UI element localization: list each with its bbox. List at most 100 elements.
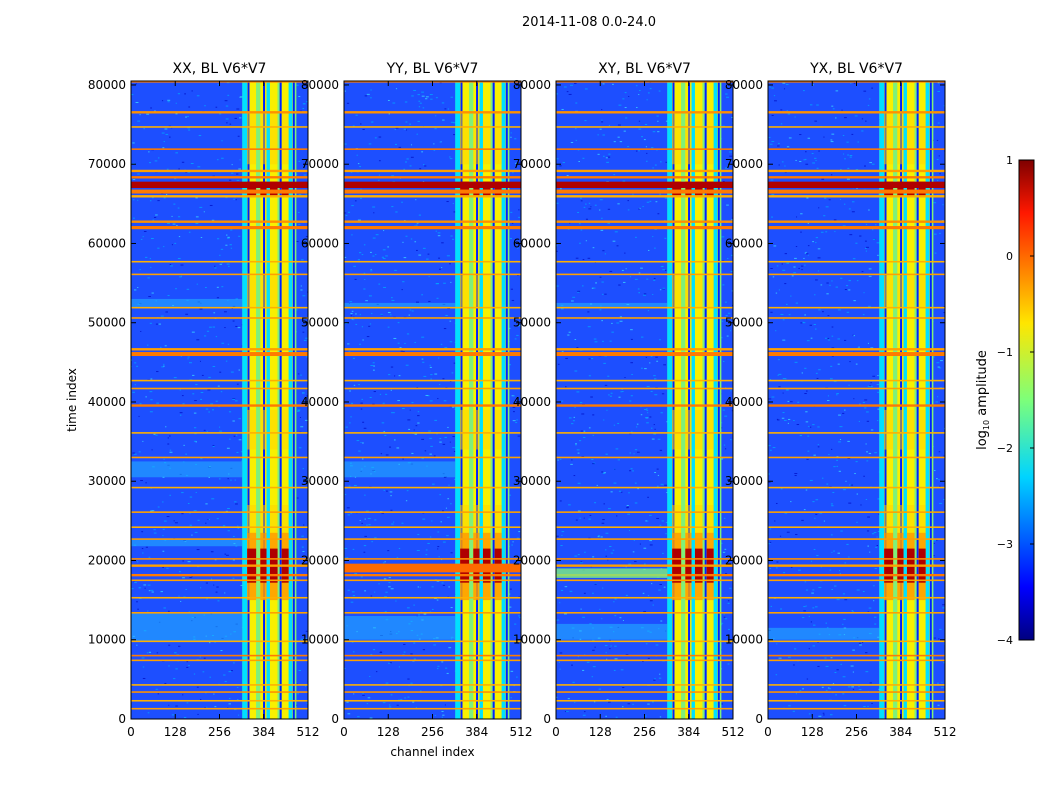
time-stripe xyxy=(556,612,733,614)
noise-pixel xyxy=(445,507,447,509)
noise-pixel xyxy=(226,82,230,84)
noise-pixel xyxy=(358,384,360,386)
noise-pixel xyxy=(571,664,573,666)
noise-pixel xyxy=(724,548,727,550)
noise-pixel xyxy=(768,136,771,138)
noise-pixel xyxy=(141,657,145,659)
noise-pixel xyxy=(601,522,605,524)
noise-pixel xyxy=(363,545,367,547)
noise-pixel xyxy=(815,372,818,374)
noise-pixel xyxy=(851,211,855,213)
time-stripe xyxy=(344,596,521,599)
noise-pixel xyxy=(635,150,638,152)
noise-pixel xyxy=(151,292,154,294)
noise-pixel xyxy=(178,595,180,597)
noise-pixel xyxy=(517,274,519,276)
noise-pixel xyxy=(643,547,647,549)
noise-pixel xyxy=(645,416,648,418)
channel-gap xyxy=(717,81,720,719)
noise-pixel xyxy=(784,165,786,167)
noise-pixel xyxy=(153,532,157,534)
band-burst xyxy=(685,112,692,165)
noise-pixel xyxy=(773,245,777,247)
noise-pixel xyxy=(225,244,228,246)
y-tick-label: 30000 xyxy=(725,474,763,488)
noise-pixel xyxy=(365,510,369,512)
noise-pixel xyxy=(815,237,819,239)
time-stripe xyxy=(344,573,521,577)
x-tick-label: 512 xyxy=(510,725,533,739)
time-stripe xyxy=(768,596,945,599)
noise-pixel xyxy=(607,156,611,158)
noise-pixel xyxy=(132,452,136,454)
noise-pixel xyxy=(867,611,870,613)
noise-pixel xyxy=(830,714,833,716)
noise-pixel xyxy=(561,531,565,533)
noise-pixel xyxy=(844,203,846,205)
time-stripe xyxy=(768,659,945,662)
noise-pixel xyxy=(305,419,308,421)
noise-pixel xyxy=(608,153,611,155)
noise-pixel xyxy=(177,93,181,95)
noise-pixel xyxy=(186,702,189,704)
noise-pixel xyxy=(225,118,229,120)
noise-pixel xyxy=(943,455,945,457)
noise-pixel xyxy=(185,313,189,315)
noise-pixel xyxy=(167,610,170,612)
noise-pixel xyxy=(510,132,512,134)
noise-pixel xyxy=(220,650,223,652)
noise-pixel xyxy=(625,117,628,119)
time-stripe xyxy=(556,456,733,459)
noise-pixel xyxy=(630,329,633,331)
noise-pixel xyxy=(657,474,660,476)
noise-pixel xyxy=(813,454,816,456)
noise-pixel xyxy=(377,179,380,181)
noise-pixel xyxy=(413,604,415,606)
noise-pixel xyxy=(652,294,654,296)
noise-pixel xyxy=(839,426,843,428)
noise-pixel xyxy=(402,407,405,409)
colorbar-label: log10 amplitude xyxy=(975,350,991,450)
noise-pixel xyxy=(626,507,629,509)
noise-pixel xyxy=(390,495,392,497)
noise-pixel xyxy=(152,219,155,221)
noise-pixel xyxy=(160,591,163,593)
noise-pixel xyxy=(582,714,586,716)
noise-pixel xyxy=(830,503,833,505)
noise-pixel xyxy=(346,557,349,559)
noise-pixel xyxy=(215,336,218,338)
noise-pixel xyxy=(798,267,800,269)
noise-pixel xyxy=(230,371,234,373)
noise-pixel xyxy=(199,656,201,658)
noise-pixel xyxy=(806,390,808,392)
noise-pixel xyxy=(439,438,442,440)
noise-pixel xyxy=(167,223,170,225)
band-burst xyxy=(260,112,267,165)
band-burst xyxy=(494,409,502,450)
noise-pixel xyxy=(236,383,239,385)
noise-pixel xyxy=(416,249,418,251)
noise-pixel xyxy=(651,438,655,440)
noise-pixel xyxy=(445,667,448,669)
noise-pixel xyxy=(787,400,790,402)
noise-pixel xyxy=(148,651,151,653)
noise-pixel xyxy=(446,255,450,257)
band-burst xyxy=(906,505,915,533)
noise-pixel xyxy=(806,678,809,680)
noise-pixel xyxy=(577,290,581,292)
noise-pixel xyxy=(510,211,513,213)
rfi-subband xyxy=(281,81,289,719)
noise-pixel xyxy=(654,428,656,430)
y-tick-label: 40000 xyxy=(301,395,339,409)
noise-pixel xyxy=(200,392,204,394)
noise-pixel xyxy=(662,287,666,289)
time-stripe xyxy=(556,195,733,198)
noise-pixel xyxy=(437,548,439,550)
noise-pixel xyxy=(840,663,842,665)
noise-pixel xyxy=(449,156,451,158)
rfi-subband xyxy=(918,81,926,719)
noise-pixel xyxy=(207,519,209,521)
noise-pixel xyxy=(827,400,830,402)
cyan-block xyxy=(344,302,456,307)
noise-pixel xyxy=(375,254,377,256)
